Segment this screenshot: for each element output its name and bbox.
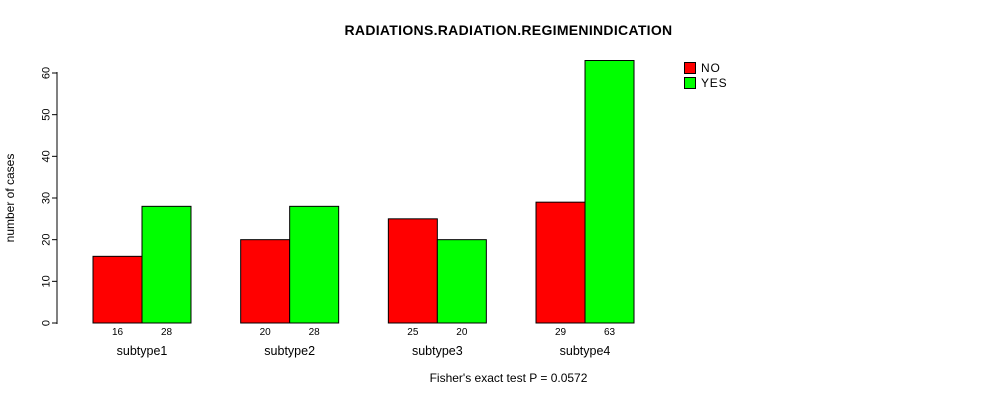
category-label: subtype3 [412, 344, 463, 358]
chart-title: RADIATIONS.RADIATION.REGIMENINDICATION [344, 22, 673, 38]
bar-yes-subtype1 [141, 205, 192, 324]
y-tick-label: 50 [41, 109, 53, 121]
bar-value-label: 28 [161, 327, 173, 338]
bar-value-label: 63 [604, 327, 616, 338]
bar-yes-subtype2 [289, 205, 340, 324]
bar-value-label: 20 [260, 327, 272, 338]
bar-no-subtype4 [535, 201, 586, 324]
y-tick-label: 0 [41, 320, 53, 326]
legend: NO YES [684, 61, 728, 90]
bar-value-label: 25 [407, 327, 419, 338]
bar-value-label: 28 [309, 327, 321, 338]
bar-no-subtype1 [92, 255, 143, 324]
legend-item-no: NO [684, 61, 727, 75]
legend-item-yes: YES [684, 76, 728, 90]
y-tick-label: 40 [41, 150, 53, 162]
bar-yes-subtype4 [584, 60, 635, 324]
bar-value-label: 20 [456, 327, 468, 338]
y-tick-label: 20 [41, 234, 53, 246]
y-tick-label: 10 [41, 275, 53, 287]
bar-value-label: 29 [555, 327, 567, 338]
legend-swatch-no [684, 62, 696, 74]
bar-no-subtype3 [387, 218, 438, 324]
legend-swatch-yes [684, 77, 696, 89]
category-label: subtype1 [117, 344, 168, 358]
bar-yes-subtype3 [436, 239, 487, 324]
legend-label-yes: YES [701, 76, 728, 90]
fisher-test-caption: Fisher's exact test P = 0.0572 [429, 371, 588, 385]
category-label: subtype4 [560, 344, 611, 358]
y-tick-label: 60 [41, 67, 53, 79]
bar-value-label: 16 [112, 327, 124, 338]
y-tick-label: 30 [41, 192, 53, 204]
y-axis-title: number of cases [3, 154, 17, 243]
bar-no-subtype2 [240, 239, 291, 324]
legend-label-no: NO [701, 61, 721, 75]
category-label: subtype2 [264, 344, 315, 358]
